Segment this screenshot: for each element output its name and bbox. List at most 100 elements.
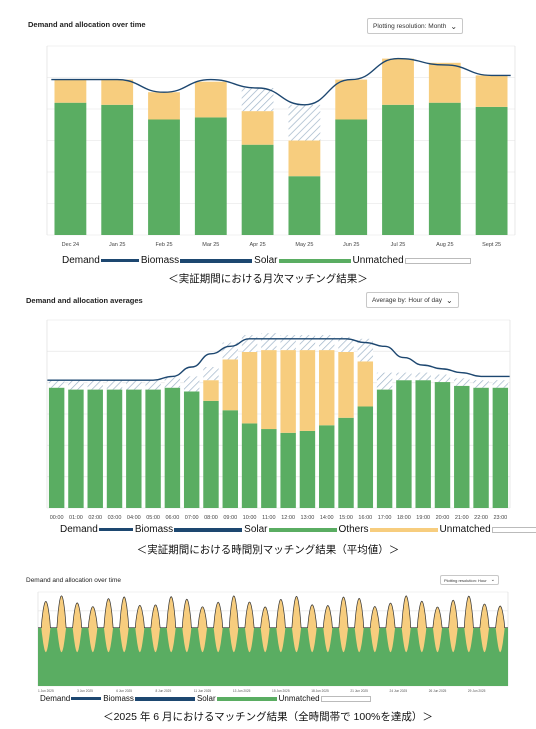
bar-solar-14-00 <box>319 425 335 508</box>
bar-solar-Dec-24 <box>54 102 87 235</box>
solar-area <box>38 627 508 686</box>
resolution-dropdown-label: Plotting resolution: Hour <box>444 577 487 583</box>
legend-swatch-biomass <box>134 696 195 701</box>
legend-label-demand: Demand <box>40 694 71 703</box>
bar-unmatched-06-00 <box>164 376 181 388</box>
x-tick-label: 05:00 <box>146 515 160 521</box>
bar-others-08-00 <box>203 380 219 401</box>
bar-solar-07-00 <box>183 391 200 508</box>
x-tick-label: 00:00 <box>50 515 64 521</box>
legend-swatch-demand <box>98 528 133 531</box>
legend-swatch-unmatched <box>320 695 371 702</box>
x-tick-label: 10:00 <box>243 515 257 521</box>
gridlines <box>46 319 511 509</box>
bar-unmatched-16-00 <box>357 338 374 362</box>
bar-solar-13-00 <box>299 430 316 508</box>
legend-swatch-solar <box>268 527 337 532</box>
demand-line <box>51 57 511 106</box>
x-tick-label: 06:00 <box>166 515 180 521</box>
bar-others-Jan-25 <box>101 79 134 105</box>
bar-others-Jul-25 <box>382 58 414 105</box>
x-tick-label: 14:00 <box>320 515 334 521</box>
x-tick-label: 11:00 <box>262 515 275 521</box>
bar-others-10-00 <box>241 351 258 424</box>
monthly-chart: Dec 24 Jan 25 Feb 25 Mar 25 Apr 25 May 25 Jun … <box>46 45 516 248</box>
june-hourly-chart: 1 Jun 2025 3 Jun 2025 6 Jun 2025 8 Jun 2025… <box>37 591 509 693</box>
bar-others-12-00 <box>280 350 296 433</box>
bar-others-14-00 <box>319 350 335 426</box>
legend: Demand Biomass Solar Unmatched <box>62 255 473 266</box>
demand-line <box>47 338 510 381</box>
bar-solar-22-00 <box>473 387 489 508</box>
legend-label-biomass: Biomass <box>103 694 134 703</box>
bar-solar-05-00 <box>145 389 161 508</box>
bar-solar-12-00 <box>280 432 296 508</box>
x-tick-label: 6 Jun 2025 <box>116 689 132 693</box>
legend-swatch-others <box>369 527 438 532</box>
bar-others-Aug-25 <box>428 62 461 103</box>
hourly-average-chart: 00:00 01:00 02:00 03:00 04:00 05:00 06:00 07:00… <box>46 319 511 521</box>
bar-unmatched-21-00 <box>454 378 470 386</box>
x-tick-label: 20:00 <box>436 515 450 521</box>
legend-label-solar: Solar <box>244 524 268 535</box>
bar-others-16-00 <box>357 361 374 407</box>
x-tick-label: Jun 25 <box>343 242 360 248</box>
bar-unmatched-08-00 <box>203 367 219 381</box>
legend-label-biomass: Biomass <box>140 255 180 266</box>
x-tick-label: 13:00 <box>301 515 315 521</box>
bar-unmatched-15-00 <box>338 336 354 352</box>
bar-unmatched-23-00 <box>492 380 509 388</box>
bar-solar-01-00 <box>68 389 84 508</box>
bar-solar-Jun-25 <box>335 119 368 235</box>
bar-others-09-00 <box>222 359 238 411</box>
bar-solar-Sept-25 <box>475 106 508 236</box>
bar-unmatched-07-00 <box>183 376 200 392</box>
legend-label-unmatched: Unmatched <box>278 694 320 703</box>
chevron-down-icon: ⌄ <box>450 21 458 31</box>
legend-label-others: Others <box>338 524 369 535</box>
x-tick-label: 1 Jun 2025 <box>38 689 54 693</box>
average-by-dropdown[interactable]: Average by: Hour of day ⌄ <box>366 292 459 308</box>
x-tick-label: 12:00 <box>281 515 295 521</box>
resolution-dropdown[interactable]: Plotting resolution: Month ⌄ <box>367 18 464 34</box>
legend: Demand Biomass Solar Others Unmatched <box>60 524 536 535</box>
bar-solar-16-00 <box>357 406 374 508</box>
bar-solar-21-00 <box>454 385 470 508</box>
legend-swatch-biomass <box>174 527 243 532</box>
bar-solar-03-00 <box>106 389 123 508</box>
bar-solar-17-00 <box>376 389 393 508</box>
x-tick-label: 18:00 <box>397 515 411 521</box>
x-tick-label: Jul 25 <box>391 242 406 248</box>
bar-solar-18-00 <box>396 380 412 508</box>
chevron-down-icon: ⌄ <box>445 295 453 305</box>
legend-swatch-demand <box>100 259 139 262</box>
bar-unmatched-20-00 <box>434 374 451 383</box>
demand-line <box>38 595 508 629</box>
bar-unmatched-00-00 <box>48 380 65 388</box>
bar-solar-09-00 <box>222 410 238 508</box>
bar-unmatched-05-00 <box>145 380 161 390</box>
bar-unmatched-18-00 <box>396 372 412 381</box>
x-tick-label: 17:00 <box>378 515 392 521</box>
legend-swatch-demand <box>71 697 102 700</box>
x-tick-label: 19:00 <box>416 515 430 521</box>
bar-others-15-00 <box>338 351 354 418</box>
x-tick-label: 21:00 <box>455 515 469 521</box>
x-tick-label: 18 Jun 2025 <box>311 689 329 693</box>
bar-solar-00-00 <box>48 387 65 508</box>
bar-unmatched-May-25 <box>288 104 321 141</box>
panel-monthly: Demand and allocation over time Plotting… <box>0 0 536 285</box>
panel-title: Demand and allocation over time <box>26 577 122 584</box>
legend-label-biomass: Biomass <box>134 524 174 535</box>
x-tick-label: 29 Jun 2025 <box>468 689 486 693</box>
bar-others-11-00 <box>261 350 277 430</box>
bar-solar-Feb-25 <box>148 119 180 235</box>
x-tick-label: 15 Jun 2025 <box>272 689 290 693</box>
legend-label-solar: Solar <box>254 255 278 266</box>
bar-solar-23-00 <box>492 387 509 508</box>
x-tick-label: 02:00 <box>88 515 102 521</box>
resolution-dropdown[interactable]: Plotting resolution: Hour ⌄ <box>440 575 499 585</box>
x-tick-label: Feb 25 <box>155 242 172 248</box>
bar-solar-Jul-25 <box>382 104 414 235</box>
